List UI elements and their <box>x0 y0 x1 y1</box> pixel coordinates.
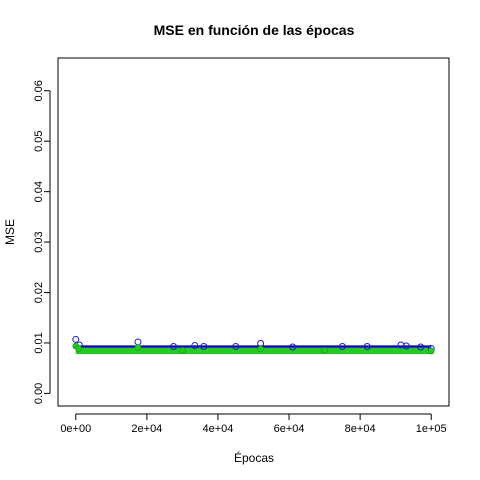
series-1-point <box>200 342 208 350</box>
marks-layer <box>72 335 435 355</box>
y-tick-label: 0.00 <box>33 383 45 404</box>
axes-layer: 0e+00 2e+04 4e+04 6e+04 8e+04 1e+05 0.00 0.01 0.… <box>33 80 447 435</box>
y-axis-label: MSE <box>3 219 17 245</box>
x-tick-label: 0e+00 <box>60 423 91 435</box>
series-2-point <box>257 345 264 353</box>
series-1-point <box>363 342 371 350</box>
series-1-point <box>338 342 346 350</box>
series-2-band <box>75 348 432 355</box>
series-1-point <box>72 335 80 343</box>
series-1-point <box>397 341 405 349</box>
chart-title: MSE en función de las épocas <box>154 22 355 38</box>
series-2-point <box>75 345 82 352</box>
series-2-point <box>321 347 328 354</box>
series-1-point <box>232 342 240 350</box>
y-tick-label: 0.06 <box>33 80 45 101</box>
x-tick-label: 8e+04 <box>345 423 376 435</box>
y-tick-label: 0.04 <box>33 181 45 202</box>
series-1-point <box>170 342 178 350</box>
y-tick-label: 0.05 <box>33 131 45 152</box>
y-tick-label: 0.01 <box>33 332 45 353</box>
series-2-point <box>134 344 142 351</box>
x-tick-label: 4e+04 <box>203 423 234 435</box>
plot-frame <box>57 57 450 407</box>
series-2-point <box>179 347 186 354</box>
y-tick-label: 0.02 <box>33 282 45 303</box>
y-tick-label: 0.03 <box>33 231 45 252</box>
x-axis-label: Épocas <box>234 450 274 465</box>
series-1-point <box>134 338 142 346</box>
x-tick-label: 6e+04 <box>274 423 305 435</box>
series-2-point <box>427 347 435 355</box>
x-tick-label: 1e+05 <box>416 423 447 435</box>
series-1-point <box>289 343 297 351</box>
series-1-point <box>402 342 410 350</box>
series-1-point <box>417 343 425 351</box>
series-1-point <box>191 341 199 349</box>
x-tick-label: 2e+04 <box>131 423 162 435</box>
